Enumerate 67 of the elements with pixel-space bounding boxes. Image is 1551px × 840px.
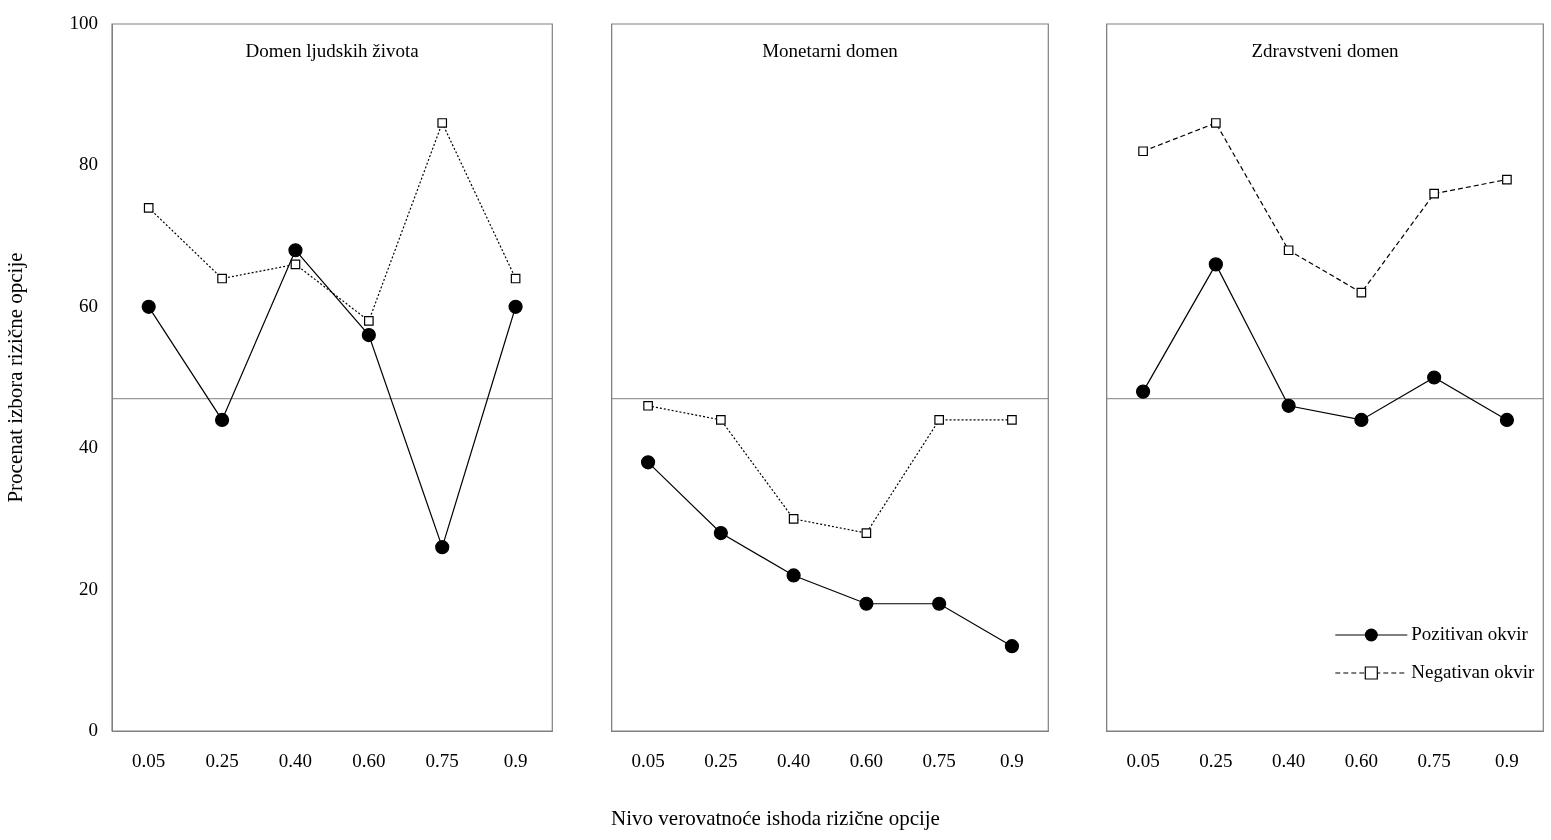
point [1211,118,1221,128]
point [437,118,448,128]
x-tick-label: 0.9 [1495,750,1519,772]
point [1208,257,1223,272]
point [1283,245,1294,256]
point [143,202,154,213]
legend-label: Pozitivan okvir [1411,622,1529,644]
point [141,299,156,314]
point [786,568,801,583]
point [859,596,874,611]
point [435,540,450,555]
x-tick-label: 0.05 [1126,750,1160,772]
point [1138,146,1148,157]
point [288,243,303,258]
point [364,316,374,326]
point [788,514,799,524]
point [217,273,227,284]
y-tick-label: 20 [79,577,98,599]
point [713,525,728,541]
point [214,412,230,428]
point [716,415,726,425]
y-tick-label: 60 [79,294,98,316]
point [932,596,947,611]
x-tick-label: 0.75 [922,750,956,772]
point [1499,412,1515,428]
point [508,299,523,314]
point [361,327,376,343]
y-tick-label: 0 [88,718,98,740]
text: Zdravstveni domen [1251,39,1400,61]
x-tick-label: 0.25 [205,750,239,772]
y-axis-title: Procenat izbora rizične opcije [3,252,28,503]
point [1354,412,1369,428]
point [1004,639,1020,654]
x-tick-label: 0.9 [503,750,528,772]
x-tick-label: 0.75 [1417,750,1451,772]
point [934,415,944,425]
x-tick-label: 0.25 [1199,750,1233,772]
x-tick-label: 0.60 [352,750,386,772]
x-tick-label: 0.25 [704,750,738,772]
x-tick-label: 0.40 [776,750,811,772]
x-tick-label: 0.60 [849,750,884,772]
point [1281,398,1296,413]
x-tick-label: 0.9 [1000,750,1024,772]
point [1356,287,1367,298]
point [1502,174,1512,185]
point [290,259,301,270]
y-tick-label: 80 [79,153,98,175]
x-axis-title: Nivo verovatnoće ishoda rizične opcije [610,806,941,831]
point [1007,415,1017,425]
legend-label: Negativan okvir [1411,660,1535,682]
y-tick-label: 100 [69,11,98,33]
point [1427,370,1442,385]
point [510,273,521,284]
y-tick-label: 40 [79,436,98,458]
point [640,455,656,470]
x-tick-label: 0.60 [1344,750,1379,772]
x-tick-label: 0.05 [132,750,166,772]
x-tick-label: 0.40 [278,750,313,772]
point [1429,188,1439,199]
x-tick-label: 0.40 [1271,750,1306,772]
x-tick-label: 0.05 [631,750,665,772]
text: Monetarni domen [762,39,899,61]
x-tick-label: 0.75 [425,750,459,772]
point [1135,384,1151,399]
point [861,528,872,538]
text: Domen ljudskih života [245,39,420,61]
point [643,400,653,411]
